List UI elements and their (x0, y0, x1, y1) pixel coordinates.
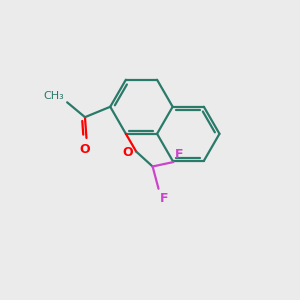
Text: F: F (175, 148, 183, 160)
Text: O: O (80, 143, 90, 156)
Text: O: O (122, 146, 133, 159)
Text: CH₃: CH₃ (44, 91, 64, 101)
Text: F: F (160, 192, 169, 205)
